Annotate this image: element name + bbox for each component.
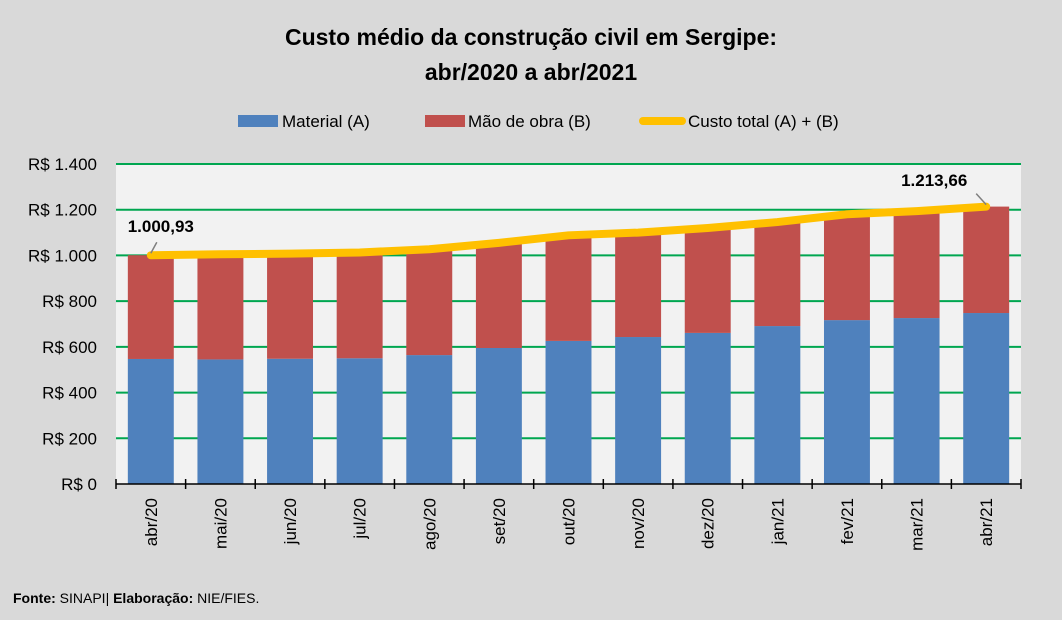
bar-mao-de-obra [684,228,731,333]
x-tick-label: ago/20 [420,498,439,550]
footer-source-label: Fonte: [13,590,56,606]
y-tick-label: R$ 1.400 [28,155,97,174]
bar-material [127,358,174,484]
y-tick-label: R$ 1.000 [28,246,97,265]
footer-separator: | [105,590,110,606]
bar-mao-de-obra [475,242,522,348]
footer-source-value: SINAPI [59,590,106,606]
y-tick-label: R$ 800 [42,292,97,311]
bar-material [475,348,522,484]
x-tick-label: nov/20 [629,498,648,549]
x-tick-label: fev/21 [838,498,857,544]
legend-label-mao-de-obra: Mão de obra (B) [468,112,591,131]
x-tick-label: set/20 [490,498,509,544]
bar-mao-de-obra [545,235,592,341]
data-label: 1.000,93 [128,217,194,236]
y-tick-label: R$ 400 [42,384,97,403]
y-tick-label: R$ 0 [61,475,97,494]
x-tick-label: jun/20 [281,498,300,545]
bar-material [893,318,940,484]
data-label-leader [150,241,158,254]
bars [127,206,1010,484]
bar-material [823,320,870,484]
chart-title-line-2: abr/2020 a abr/2021 [425,59,637,85]
bar-material [754,326,801,484]
bar-material [336,358,383,484]
bar-mao-de-obra [336,252,383,359]
x-tick-label: out/20 [560,498,579,545]
bar-material [545,340,592,484]
x-tick-label: abr/20 [142,498,161,546]
x-tick-label: mar/21 [908,498,927,551]
y-tick-label: R$ 200 [42,429,97,448]
x-axis-labels: abr/20 mai/20 jun/20 jul/20 ago/20 set/20 out/… [142,498,996,551]
total-line-layer [146,202,991,260]
footer-author-label: Elaboração: [113,590,194,606]
legend-label-custo-total: Custo total (A) + (B) [688,112,839,131]
x-tick-label: mai/20 [211,498,230,549]
bar-material [684,332,731,484]
x-axis [115,479,1022,489]
bar-mao-de-obra [406,249,453,356]
bar-material [963,313,1010,484]
bar-mao-de-obra [127,255,174,359]
legend-swatch-material [238,115,278,127]
bar-mao-de-obra [893,211,940,319]
bar-mao-de-obra [754,222,801,327]
footer: Fonte: SINAPI| Elaboração: NIE/FIES. [13,590,259,606]
bar-material [406,355,453,484]
data-labels: 1.000,93 1.213,66 [128,171,987,254]
data-label: 1.213,66 [901,171,967,190]
bar-mao-de-obra [823,214,870,321]
data-label-leader [975,193,987,206]
y-tick-label: R$ 1.200 [28,201,97,220]
bar-material [197,359,244,484]
bar-mao-de-obra [615,232,662,338]
bar-mao-de-obra [963,206,1010,314]
x-tick-label: jul/20 [351,498,370,540]
x-tick-label: dez/20 [699,498,718,549]
bar-mao-de-obra [267,253,314,359]
chart-title-line-1: Custo médio da construção civil em Sergi… [285,24,777,50]
legend-label-material: Material (A) [282,112,370,131]
bar-material [267,358,314,484]
y-tick-label: R$ 600 [42,338,97,357]
footer-author-value: NIE/FIES. [197,590,260,606]
x-tick-label: jan/21 [768,498,787,545]
x-tick-label: abr/21 [977,498,996,546]
bar-material [615,337,662,484]
bar-mao-de-obra [197,254,244,360]
legend: Material (A) Mão de obra (B) Custo total… [238,112,839,131]
legend-swatch-mao-de-obra [425,115,465,127]
y-axis-labels: R$ 0 R$ 200 R$ 400 R$ 600 R$ 800 R$ 1.000 R$ 1… [28,155,97,494]
